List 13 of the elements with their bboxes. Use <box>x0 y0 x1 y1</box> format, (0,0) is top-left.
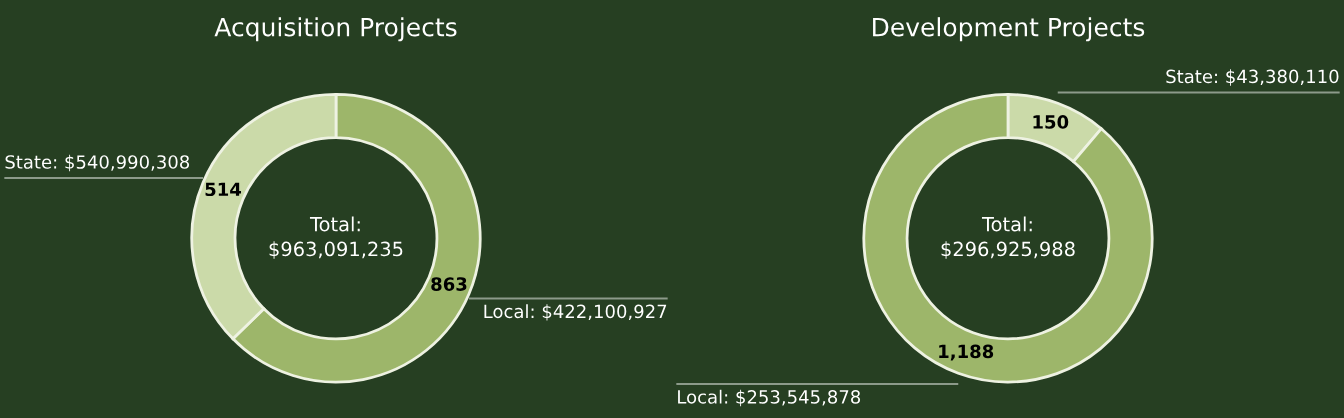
chart-title: Acquisition Projects <box>214 17 457 42</box>
data-label: 514 <box>205 182 242 197</box>
slice-label: State: $540,990,308 <box>5 154 190 172</box>
chart-title: Development Projects <box>873 17 1145 42</box>
data-label: 863 <box>431 277 467 291</box>
data-label: 150 <box>1033 115 1069 129</box>
slice-label: Local: $253,545,878 <box>678 389 861 407</box>
text: Total: $296,925,988 <box>941 216 1075 259</box>
text: Total: $963,091,235 <box>269 216 403 259</box>
slice-label: State: $43,380,110 <box>1166 69 1339 86</box>
slice-label: Local: $422,100,927 <box>484 304 667 321</box>
data-label: 1,188 <box>939 344 994 361</box>
donut-slice <box>862 93 1154 384</box>
